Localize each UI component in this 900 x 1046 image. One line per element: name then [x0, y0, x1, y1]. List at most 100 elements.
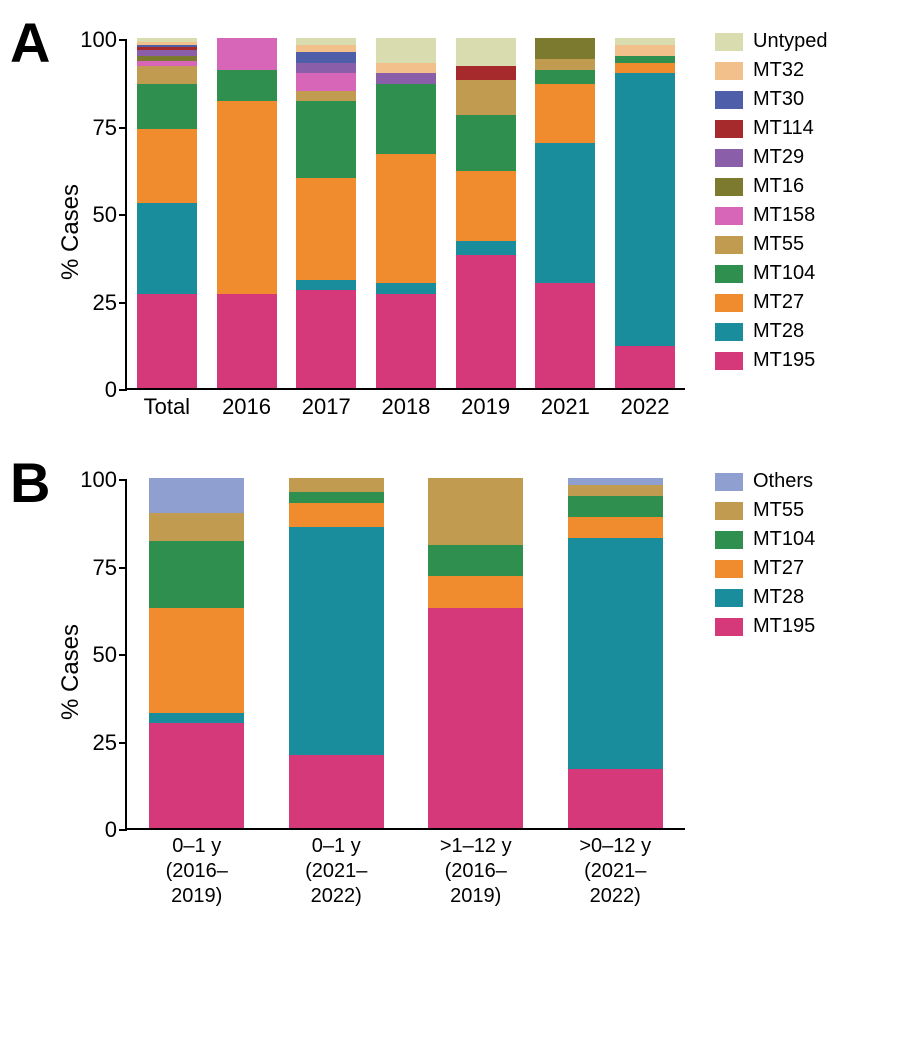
bar-segment — [535, 38, 595, 59]
chart-a-xticks: Total201620172018201920212022 — [127, 388, 685, 420]
bar-segment — [137, 129, 197, 203]
bar-segment — [456, 255, 516, 388]
bar-segment — [296, 45, 356, 52]
bar-segment — [456, 241, 516, 255]
legend-label: MT104 — [753, 528, 815, 551]
bar-segment — [149, 608, 244, 713]
chart-a-bars — [127, 40, 685, 388]
bar-group — [428, 478, 523, 828]
bar-segment — [615, 56, 675, 63]
legend-label: MT55 — [753, 499, 804, 522]
legend-label: MT27 — [753, 291, 804, 314]
legend-item: MT195 — [715, 615, 815, 638]
bar-segment — [568, 538, 663, 769]
bar-segment — [376, 154, 436, 284]
bar-group — [376, 38, 436, 388]
legend-label: MT30 — [753, 88, 804, 111]
bar-segment — [217, 294, 277, 389]
ytick-label: 75 — [93, 115, 127, 141]
legend-label: MT29 — [753, 146, 804, 169]
bar-segment — [376, 63, 436, 74]
xtick-label: 2016 — [217, 388, 277, 420]
chart-a-legend: UntypedMT32MT30MT114MT29MT16MT158MT55MT1… — [715, 30, 828, 378]
ytick-label: 25 — [93, 290, 127, 316]
bar-segment — [217, 101, 277, 294]
legend-swatch — [715, 294, 743, 312]
bar-segment — [568, 496, 663, 517]
bar-segment — [296, 91, 356, 102]
bar-group — [296, 38, 356, 388]
bar-segment — [137, 203, 197, 294]
chart-a-wrap: 0255075100 Total201620172018201920212022… — [10, 20, 890, 390]
legend-label: MT195 — [753, 349, 815, 372]
xtick-label: 2017 — [296, 388, 356, 420]
bar-segment — [296, 290, 356, 388]
chart-b-area: 0255075100 0–1 y(2016–2019)0–1 y(2021–20… — [125, 480, 685, 830]
bar-segment — [568, 769, 663, 829]
bar-segment — [535, 143, 595, 283]
legend-swatch — [715, 236, 743, 254]
legend-swatch — [715, 618, 743, 636]
legend-swatch — [715, 323, 743, 341]
bar-segment — [568, 478, 663, 485]
bar-segment — [615, 38, 675, 45]
chart-b-bars — [127, 480, 685, 828]
bar-segment — [289, 755, 384, 829]
legend-label: MT158 — [753, 204, 815, 227]
xtick-label: >1–12 y(2016–2019) — [416, 828, 536, 909]
legend-label: MT27 — [753, 557, 804, 580]
bar-segment — [149, 541, 244, 608]
legend-swatch — [715, 502, 743, 520]
legend-item: MT55 — [715, 499, 815, 522]
bar-group — [289, 478, 384, 828]
bar-segment — [289, 478, 384, 492]
panel-a: A 0255075100 Total2016201720182019202120… — [10, 20, 890, 390]
legend-item: MT29 — [715, 146, 828, 169]
ytick-label: 0 — [105, 817, 127, 843]
bar-segment — [615, 73, 675, 346]
bar-group — [535, 38, 595, 388]
legend-item: MT28 — [715, 586, 815, 609]
legend-item: Others — [715, 470, 815, 493]
bar-segment — [376, 294, 436, 389]
legend-swatch — [715, 91, 743, 109]
bar-segment — [428, 478, 523, 545]
bar-segment — [296, 280, 356, 291]
bar-segment — [296, 38, 356, 45]
bar-segment — [535, 70, 595, 84]
xtick-label: 2022 — [615, 388, 675, 420]
bar-segment — [149, 513, 244, 541]
bar-group — [568, 478, 663, 828]
ytick-label: 50 — [93, 642, 127, 668]
legend-swatch — [715, 178, 743, 196]
panel-a-label: A — [10, 10, 50, 75]
legend-label: Untyped — [753, 30, 828, 53]
bar-segment — [535, 84, 595, 144]
bar-segment — [456, 80, 516, 115]
chart-b-yaxis-label: % Cases — [57, 624, 85, 720]
bar-segment — [149, 713, 244, 724]
legend-label: MT28 — [753, 586, 804, 609]
xtick-label: 2019 — [456, 388, 516, 420]
legend-item: MT158 — [715, 204, 828, 227]
legend-item: MT195 — [715, 349, 828, 372]
bar-group — [217, 38, 277, 388]
chart-a-plot: 0255075100 Total201620172018201920212022… — [125, 40, 685, 390]
bar-segment — [456, 38, 516, 66]
panel-b-label: B — [10, 450, 50, 515]
bar-segment — [376, 38, 436, 63]
bar-segment — [149, 723, 244, 828]
legend-label: MT28 — [753, 320, 804, 343]
bar-segment — [535, 283, 595, 388]
bar-segment — [137, 66, 197, 84]
panel-b: B 0255075100 0–1 y(2016–2019)0–1 y(2021–… — [10, 460, 890, 830]
ytick-label: 50 — [93, 202, 127, 228]
xtick-label: >0–12 y(2021–2022) — [555, 828, 675, 909]
legend-item: MT104 — [715, 262, 828, 285]
legend-label: MT104 — [753, 262, 815, 285]
legend-label: MT114 — [753, 117, 814, 140]
legend-swatch — [715, 352, 743, 370]
legend-swatch — [715, 62, 743, 80]
chart-b-xticks: 0–1 y(2016–2019)0–1 y(2021–2022)>1–12 y(… — [127, 828, 685, 909]
legend-label: MT16 — [753, 175, 804, 198]
